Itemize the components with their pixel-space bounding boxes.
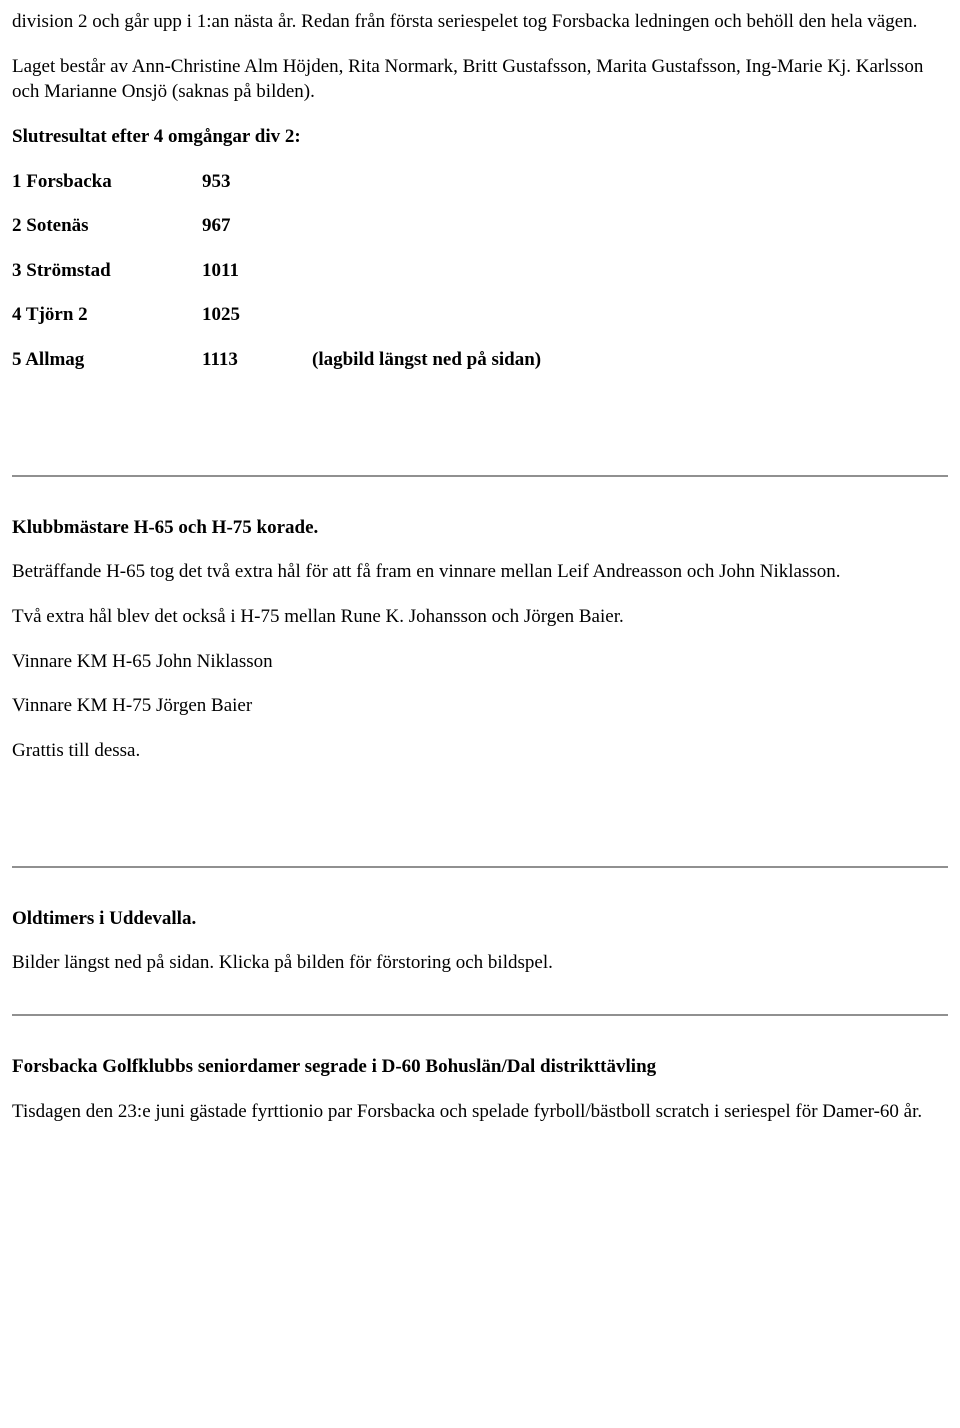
forsbacka-heading: Forsbacka Golfklubbs seniordamer segrade… — [12, 1054, 948, 1080]
klubb-p3: Vinnare KM H-65 John Niklasson — [12, 649, 948, 675]
forsbacka-p1: Tisdagen den 23:e juni gästade fyrttioni… — [12, 1099, 948, 1125]
klubb-p5: Grattis till dessa. — [12, 738, 948, 764]
result-note — [312, 213, 948, 239]
result-note — [312, 169, 948, 195]
divider — [12, 1014, 948, 1016]
result-value: 1011 — [202, 258, 312, 284]
results-table: 1 Forsbacka 953 2 Sotenäs 967 3 Strömsta… — [12, 169, 948, 373]
result-note — [312, 302, 948, 328]
table-row: 1 Forsbacka 953 — [12, 169, 948, 195]
result-label: 3 Strömstad — [12, 258, 202, 284]
table-row: 3 Strömstad 1011 — [12, 258, 948, 284]
oldtimers-p1: Bilder längst ned på sidan. Klicka på bi… — [12, 950, 948, 976]
intro-paragraph-2: Laget består av Ann-Christine Alm Höjden… — [12, 54, 948, 105]
result-value: 1113 — [202, 347, 312, 373]
oldtimers-heading: Oldtimers i Uddevalla. — [12, 906, 948, 932]
result-label: 5 Allmag — [12, 347, 202, 373]
table-row: 5 Allmag 1113 (lagbild längst ned på sid… — [12, 347, 948, 373]
klubb-p2: Två extra hål blev det också i H-75 mell… — [12, 604, 948, 630]
results-title: Slutresultat efter 4 omgångar div 2: — [12, 124, 948, 150]
klubb-p1: Beträffande H-65 tog det två extra hål f… — [12, 559, 948, 585]
result-value: 1025 — [202, 302, 312, 328]
table-row: 2 Sotenäs 967 — [12, 213, 948, 239]
result-note: (lagbild längst ned på sidan) — [312, 347, 948, 373]
klubb-p4: Vinnare KM H-75 Jörgen Baier — [12, 693, 948, 719]
result-value: 953 — [202, 169, 312, 195]
klubb-heading: Klubbmästare H-65 och H-75 korade. — [12, 515, 948, 541]
divider — [12, 475, 948, 477]
table-row: 4 Tjörn 2 1025 — [12, 302, 948, 328]
result-label: 2 Sotenäs — [12, 213, 202, 239]
result-note — [312, 258, 948, 284]
result-value: 967 — [202, 213, 312, 239]
divider — [12, 866, 948, 868]
intro-paragraph-1: division 2 och går upp i 1:an nästa år. … — [12, 9, 948, 35]
result-label: 4 Tjörn 2 — [12, 302, 202, 328]
result-label: 1 Forsbacka — [12, 169, 202, 195]
